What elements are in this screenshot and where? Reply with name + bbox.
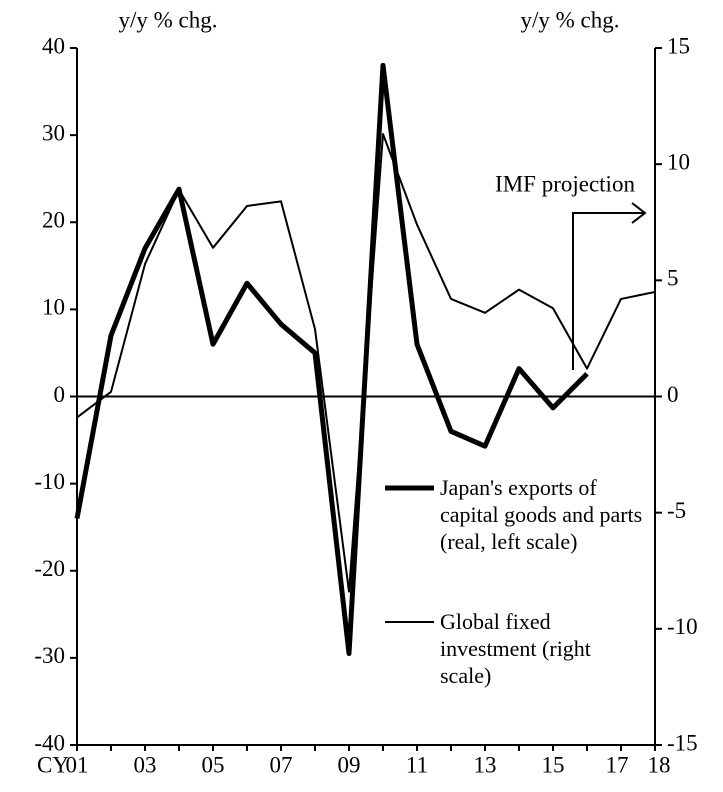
x-tick-label: 11: [406, 752, 428, 777]
x-tick-label: 09: [338, 752, 361, 777]
y-tick-label: 40: [42, 33, 65, 58]
x-axis-title: CY: [37, 752, 69, 777]
x-tick-label: 05: [202, 752, 225, 777]
y-tick-label: -30: [34, 643, 65, 668]
y-tick-label: 20: [42, 208, 65, 233]
y-tick-label: -20: [34, 556, 65, 581]
y2-tick-label: 5: [667, 266, 679, 291]
y-tick-label: 0: [54, 382, 66, 407]
series-line: [76, 132, 656, 593]
y-tick-label: 30: [42, 120, 65, 145]
y2-tick-label: -5: [667, 498, 686, 523]
y-tick-label: -10: [34, 469, 65, 494]
x-tick-label: 15: [542, 752, 565, 777]
y2-tick-label: 0: [667, 382, 679, 407]
series-line: [74, 62, 589, 657]
y-tick-label: -40: [34, 730, 65, 755]
legend-label: Global fixed investment (right scale): [440, 609, 591, 688]
x-tick-label: 01: [66, 752, 89, 777]
projection-arrow: [572, 202, 647, 370]
y2-axis-title: y/y % chg.: [520, 7, 619, 32]
y-axis-title: y/y % chg.: [118, 7, 217, 32]
x-tick-label: 18: [648, 752, 671, 777]
y-tick-label: 10: [42, 295, 65, 320]
y2-tick-label: -10: [667, 614, 698, 639]
legend-label: Japan's exports of capital goods and par…: [440, 475, 643, 554]
y2-tick-label: -15: [667, 730, 698, 755]
x-tick-label: 03: [134, 752, 157, 777]
x-tick-label: 07: [270, 752, 293, 777]
x-tick-label: 13: [474, 752, 497, 777]
x-tick-label: 17: [606, 752, 629, 777]
y2-tick-label: 15: [667, 33, 690, 58]
y2-tick-label: 10: [667, 149, 690, 174]
annotation: IMF projection: [495, 171, 635, 196]
